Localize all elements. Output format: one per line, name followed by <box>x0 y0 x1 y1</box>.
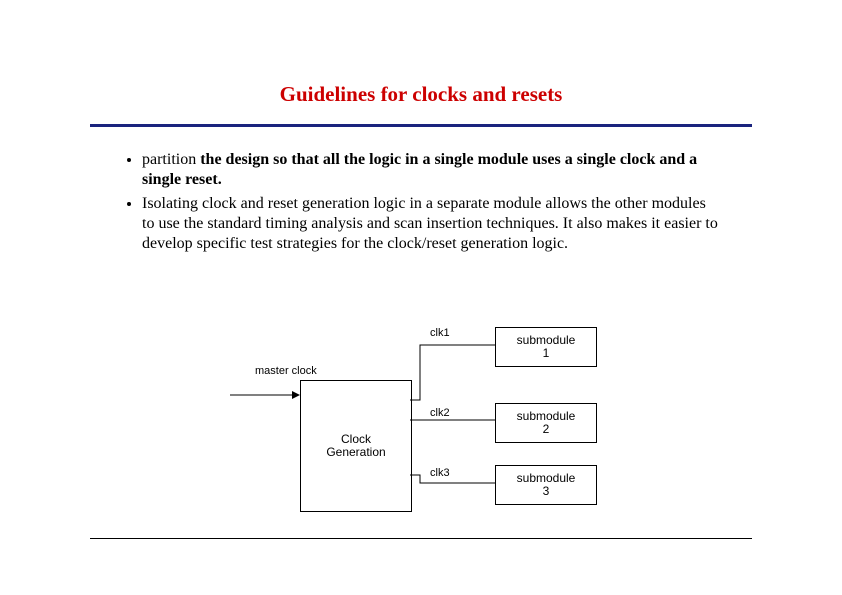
submodule-box: submodule1 <box>495 327 597 367</box>
bullet-list: partition the design so that all the log… <box>120 150 722 258</box>
bullet-item: Isolating clock and reset generation log… <box>142 194 722 254</box>
clock-diagram: master clock ClockGeneration clk1clk2clk… <box>225 325 665 520</box>
submodule-box: submodule2 <box>495 403 597 443</box>
bullet-item: partition the design so that all the log… <box>142 150 722 190</box>
clk-wire <box>225 325 665 520</box>
footer-divider <box>90 538 752 539</box>
submodule-box: submodule3 <box>495 465 597 505</box>
title-divider <box>90 124 752 127</box>
page-title: Guidelines for clocks and resets <box>0 82 842 107</box>
